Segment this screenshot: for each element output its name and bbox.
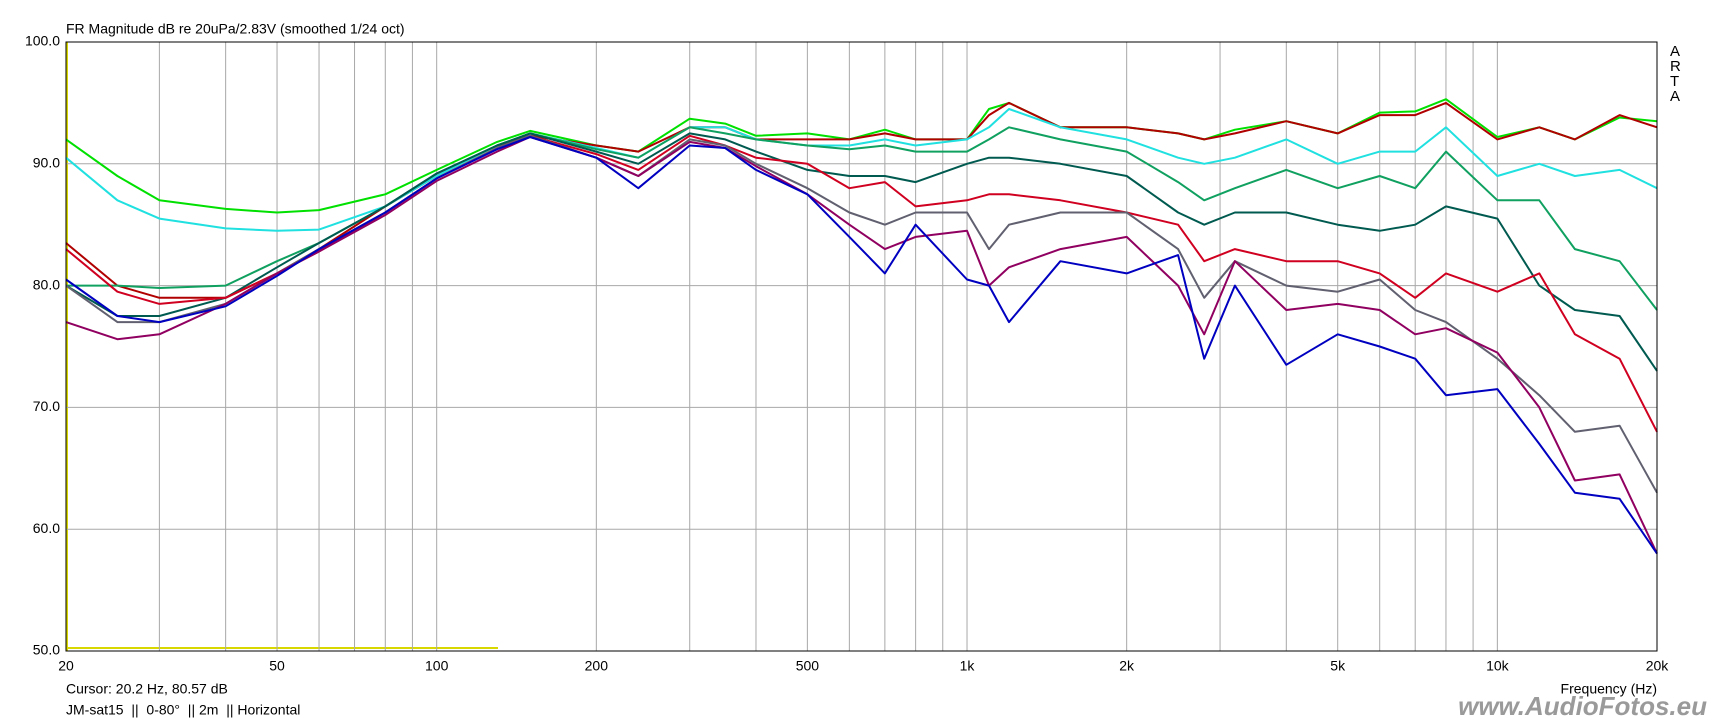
x-tick-label: 200 <box>585 658 609 674</box>
cursor-readout: Cursor: 20.2 Hz, 80.57 dB <box>66 681 228 697</box>
plot-frame <box>65 41 1658 652</box>
x-tick-label: 100 <box>425 658 449 674</box>
y-tick-label: 60.0 <box>33 520 60 536</box>
x-tick-label: 20k <box>1646 658 1670 674</box>
series-line <box>65 132 1658 372</box>
measurement-info: JM-sat15 || 0-80° || 2m || Horizontal <box>66 702 300 718</box>
x-tick-label: 5k <box>1330 658 1346 674</box>
x-axis-label: Frequency (Hz) <box>1561 681 1657 697</box>
chart-title: FR Magnitude dB re 20uPa/2.83V (smoothed… <box>66 21 405 37</box>
x-tick-label: 2k <box>1119 658 1135 674</box>
y-tick-label: 90.0 <box>33 155 60 171</box>
x-tick-label: 20 <box>58 658 74 674</box>
x-tick-label: 10k <box>1486 658 1510 674</box>
y-tick-label: 80.0 <box>33 276 60 292</box>
x-tick-label: 500 <box>796 658 820 674</box>
x-tick-label: 50 <box>269 658 285 674</box>
y-tick-label: 70.0 <box>33 398 60 414</box>
y-tick-label: 50.0 <box>33 642 60 658</box>
watermark: www.AudioFotos.eu <box>1458 691 1707 721</box>
x-tick-label: 1k <box>960 658 976 674</box>
series-line <box>65 136 1658 555</box>
series-line <box>65 136 1658 555</box>
y-tick-label: 100.0 <box>25 33 60 49</box>
